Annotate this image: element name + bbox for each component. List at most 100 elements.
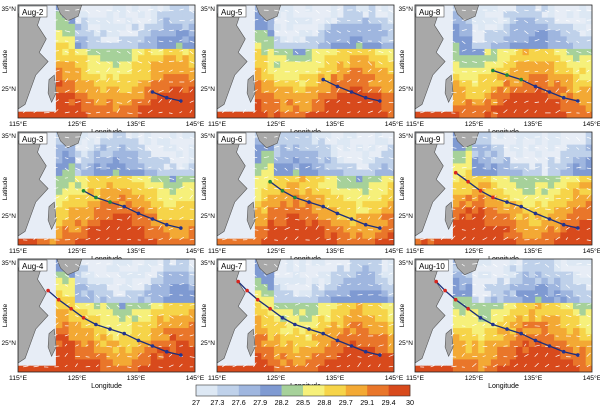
wind-vector bbox=[263, 324, 268, 327]
wind-vector bbox=[388, 313, 394, 316]
sst-cell bbox=[324, 321, 332, 329]
wind-vector bbox=[137, 188, 142, 191]
sst-cell bbox=[503, 359, 511, 367]
sst-cell bbox=[375, 111, 382, 118]
wind-vector bbox=[168, 177, 175, 180]
wind-vector bbox=[315, 166, 321, 169]
wind-vector bbox=[346, 227, 351, 230]
sst-cell bbox=[176, 80, 183, 87]
sst-cell bbox=[522, 105, 530, 113]
sst-cell bbox=[330, 334, 338, 341]
sst-cell bbox=[330, 201, 338, 208]
sst-cell bbox=[311, 296, 319, 304]
sst-cell bbox=[150, 340, 158, 348]
sst-cell bbox=[318, 271, 325, 279]
sst-cell bbox=[484, 67, 492, 75]
sst-cell bbox=[169, 11, 177, 18]
y-tick-label: 25°N bbox=[398, 85, 413, 93]
sst-cell bbox=[547, 296, 555, 304]
sst-cell bbox=[81, 353, 88, 360]
sst-cell bbox=[311, 111, 319, 118]
sst-cell bbox=[138, 232, 145, 240]
sst-cell bbox=[176, 346, 183, 354]
sst-cell bbox=[343, 55, 351, 62]
wind-vector bbox=[189, 157, 195, 160]
sst-cell bbox=[125, 277, 133, 285]
sst-cell bbox=[547, 302, 555, 310]
sst-cell bbox=[273, 55, 281, 62]
sst-cell bbox=[37, 365, 44, 372]
sst-cell bbox=[554, 219, 561, 227]
wind-vector bbox=[168, 188, 174, 190]
sst-cell bbox=[547, 42, 555, 50]
wind-vector bbox=[492, 236, 497, 241]
sst-cell bbox=[188, 150, 195, 158]
sst-cell bbox=[356, 296, 363, 304]
sst-cell bbox=[87, 157, 95, 164]
sst-cell bbox=[286, 182, 294, 189]
wind-vector bbox=[274, 344, 279, 347]
wind-vector bbox=[565, 40, 570, 44]
sst-cell bbox=[528, 23, 536, 31]
sst-cell bbox=[68, 17, 76, 25]
sst-cell bbox=[144, 284, 152, 291]
sst-cell bbox=[465, 157, 473, 164]
sst-cell bbox=[182, 169, 190, 177]
sst-cell bbox=[324, 284, 332, 291]
sst-cell bbox=[337, 111, 344, 118]
sst-cell bbox=[55, 284, 63, 291]
wind-vector bbox=[147, 332, 153, 337]
sst-cell bbox=[387, 302, 394, 310]
sst-cell bbox=[261, 321, 268, 329]
sst-cell bbox=[254, 213, 262, 221]
colorbar-tick-label: 28.8 bbox=[317, 398, 331, 407]
wind-vector bbox=[158, 366, 163, 369]
sst-cell bbox=[324, 359, 332, 367]
wind-vector bbox=[378, 40, 383, 45]
sst-cell bbox=[452, 138, 460, 145]
sst-cell bbox=[68, 346, 76, 354]
sst-cell bbox=[74, 150, 82, 158]
wind-vector bbox=[116, 323, 122, 327]
sst-cell bbox=[62, 80, 69, 87]
wind-vector bbox=[565, 206, 570, 210]
sst-cell bbox=[157, 86, 164, 94]
wind-vector bbox=[482, 157, 486, 160]
sst-cell bbox=[509, 315, 517, 323]
x-tick-label: 115°E bbox=[406, 374, 425, 382]
sst-cell bbox=[484, 61, 492, 69]
wind-vector bbox=[388, 157, 394, 160]
sst-cell bbox=[87, 219, 95, 227]
wind-vector bbox=[565, 323, 570, 327]
sst-cell bbox=[465, 17, 473, 25]
wind-vector bbox=[326, 70, 332, 73]
sst-cell bbox=[163, 30, 171, 37]
sst-cell bbox=[144, 188, 152, 196]
sst-cell bbox=[356, 144, 363, 152]
sst-cell bbox=[299, 302, 306, 310]
sst-cell bbox=[318, 365, 325, 372]
sst-cell bbox=[150, 23, 158, 31]
sst-cell bbox=[516, 213, 523, 221]
sst-cell bbox=[528, 309, 536, 316]
sst-cell bbox=[62, 163, 69, 171]
sst-cell bbox=[176, 194, 183, 202]
sst-cell bbox=[62, 67, 69, 75]
sst-cell bbox=[484, 302, 492, 310]
sst-cell bbox=[100, 150, 107, 158]
wind-vector bbox=[346, 304, 351, 308]
wind-vectors bbox=[420, 136, 592, 241]
sst-cell bbox=[522, 309, 530, 316]
sst-cell bbox=[471, 42, 479, 50]
sst-cell bbox=[305, 157, 313, 164]
sst-cell bbox=[528, 334, 536, 341]
wind-vector bbox=[221, 109, 227, 114]
sst-cell bbox=[100, 55, 107, 62]
sst-cell bbox=[465, 207, 473, 214]
sst-cell bbox=[349, 188, 357, 196]
sst-cell bbox=[459, 334, 466, 341]
sst-cell bbox=[356, 55, 363, 62]
sst-cell bbox=[169, 315, 177, 323]
wind-vector bbox=[54, 187, 59, 189]
sst-cell bbox=[343, 226, 351, 233]
